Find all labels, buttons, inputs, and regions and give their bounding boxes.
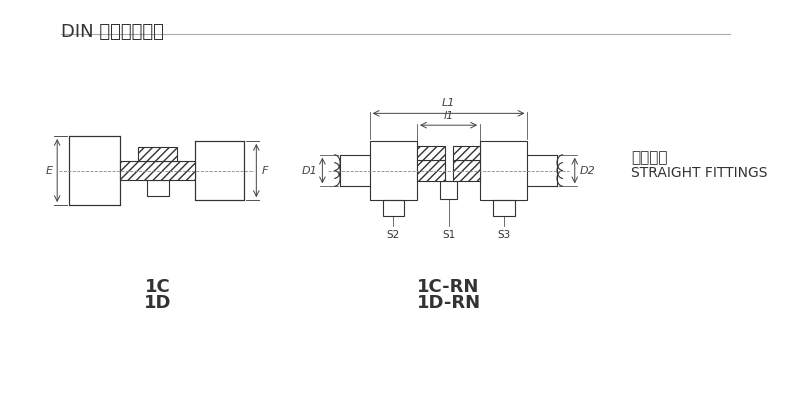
Text: 1D-RN: 1D-RN <box>417 293 481 312</box>
Text: l1: l1 <box>443 111 454 121</box>
Text: 1C-RN: 1C-RN <box>418 278 480 296</box>
Bar <box>453 146 480 160</box>
Text: L1: L1 <box>442 98 455 108</box>
Bar <box>120 161 195 181</box>
Text: S2: S2 <box>386 229 400 240</box>
Bar <box>417 160 445 181</box>
Bar <box>138 147 178 161</box>
Bar <box>453 160 480 181</box>
Text: S1: S1 <box>442 229 455 240</box>
Text: E: E <box>46 166 52 176</box>
Bar <box>417 146 445 160</box>
Text: D1: D1 <box>302 166 318 176</box>
Bar <box>370 141 417 200</box>
Text: S3: S3 <box>497 229 510 240</box>
Text: 直通接头: 直通接头 <box>631 150 667 165</box>
Bar <box>382 200 404 216</box>
Text: F: F <box>262 166 268 176</box>
Bar <box>480 141 527 200</box>
Text: 1C: 1C <box>145 278 170 296</box>
Text: DIN 卡套式管接头: DIN 卡套式管接头 <box>61 23 164 41</box>
Bar <box>195 141 245 200</box>
Bar <box>440 181 458 199</box>
Text: STRAIGHT FITTINGS: STRAIGHT FITTINGS <box>631 166 767 180</box>
Bar <box>147 181 169 196</box>
Text: D2: D2 <box>580 166 595 176</box>
Bar <box>493 200 514 216</box>
Bar <box>69 136 120 205</box>
Text: 1D: 1D <box>144 293 171 312</box>
